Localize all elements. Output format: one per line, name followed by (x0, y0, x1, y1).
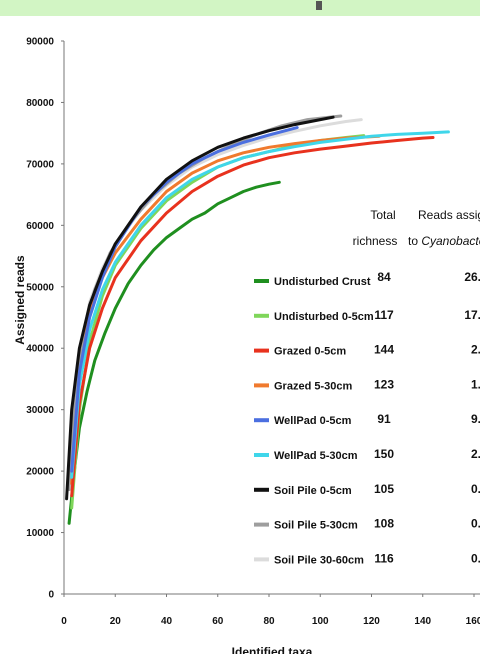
series-line-grazed-0-5cm (70, 136, 435, 498)
richness-value: 123 (374, 377, 394, 391)
axes (61, 40, 480, 597)
banner-mark (316, 1, 322, 10)
x-tick-label: 20 (110, 616, 122, 627)
y-tick-label: 80000 (26, 98, 54, 109)
legend: Total richness Reads assign to Cyanobacte Un… (254, 208, 480, 566)
cyano-value: 26. (464, 270, 480, 284)
richness-value: 108 (374, 517, 394, 531)
cyano-header-line2: to Cyanobacte (408, 234, 480, 248)
richness-header-line2: richness (353, 234, 398, 248)
y-tick-label: 40000 (26, 344, 54, 355)
x-tick-label: 60 (212, 616, 224, 627)
richness-value: 116 (374, 551, 394, 565)
legend-label: WellPad 5-30cm (274, 450, 358, 462)
y-tick-label: 20000 (26, 467, 54, 478)
x-tick-label: 40 (161, 616, 173, 627)
series-line-wellpad-5-30cm (70, 130, 450, 479)
series-line-grazed-5-30cm (70, 134, 381, 485)
legend-label: Soil Pile 30-60cm (274, 554, 364, 566)
top-banner (0, 0, 480, 16)
legend-label: Undisturbed 0-5cm (274, 311, 374, 323)
legend-label: Soil Pile 5-30cm (274, 520, 358, 532)
legend-label: Grazed 0-5cm (274, 346, 346, 358)
x-tick-label: 160 (466, 616, 480, 627)
x-axis-label: Identified taxa (232, 645, 313, 654)
x-tick-label: 80 (263, 616, 275, 627)
legend-label: Grazed 5-30cm (274, 380, 352, 392)
legend-label: WellPad 0-5cm (274, 415, 352, 427)
y-axis-label: Assigned reads (13, 255, 27, 345)
y-tick-label: 50000 (26, 282, 54, 293)
richness-value: 150 (374, 447, 394, 461)
cyano-value: 1. (471, 377, 480, 391)
x-tick-label: 0 (61, 616, 67, 627)
y-tick-label: 10000 (26, 528, 54, 539)
x-tick-label: 120 (363, 616, 380, 627)
series-lines (65, 114, 450, 525)
legend-label: Soil Pile 0-5cm (274, 485, 352, 497)
x-tick-label: 100 (312, 616, 329, 627)
cyano-value: 2. (471, 447, 480, 461)
cyano-value: 0. (471, 517, 480, 531)
series-line-soil-pile-30-60cm (70, 118, 363, 467)
cyano-value: 0. (471, 482, 480, 496)
y-tick-label: 70000 (26, 159, 54, 170)
richness-value: 144 (374, 343, 394, 357)
y-tick-label: 90000 (26, 37, 54, 48)
series-line-soil-pile-0-5cm (65, 115, 335, 501)
tick-labels: 0100002000030000400005000060000700008000… (26, 37, 480, 628)
richness-header-line1: Total (370, 208, 395, 222)
y-tick-label: 30000 (26, 405, 54, 416)
cyano-header-italic: Cyanobacte (421, 234, 480, 248)
y-tick-label: 0 (48, 590, 54, 601)
cyano-value: 2. (471, 343, 480, 357)
cyano-header-line1: Reads assign (418, 208, 480, 222)
richness-value: 91 (377, 412, 391, 426)
cyano-value: 17. (464, 308, 480, 322)
y-tick-label: 60000 (26, 221, 54, 232)
x-tick-label: 140 (414, 616, 431, 627)
cyano-header-prefix: to (408, 234, 421, 248)
richness-value: 105 (374, 482, 394, 496)
series-line-undisturbed-crust (67, 180, 281, 525)
cyano-value: 0. (471, 551, 480, 565)
richness-value: 84 (377, 270, 391, 284)
cyano-value: 9. (471, 412, 480, 426)
legend-label: Undisturbed Crust (274, 276, 371, 288)
richness-value: 117 (374, 308, 394, 322)
